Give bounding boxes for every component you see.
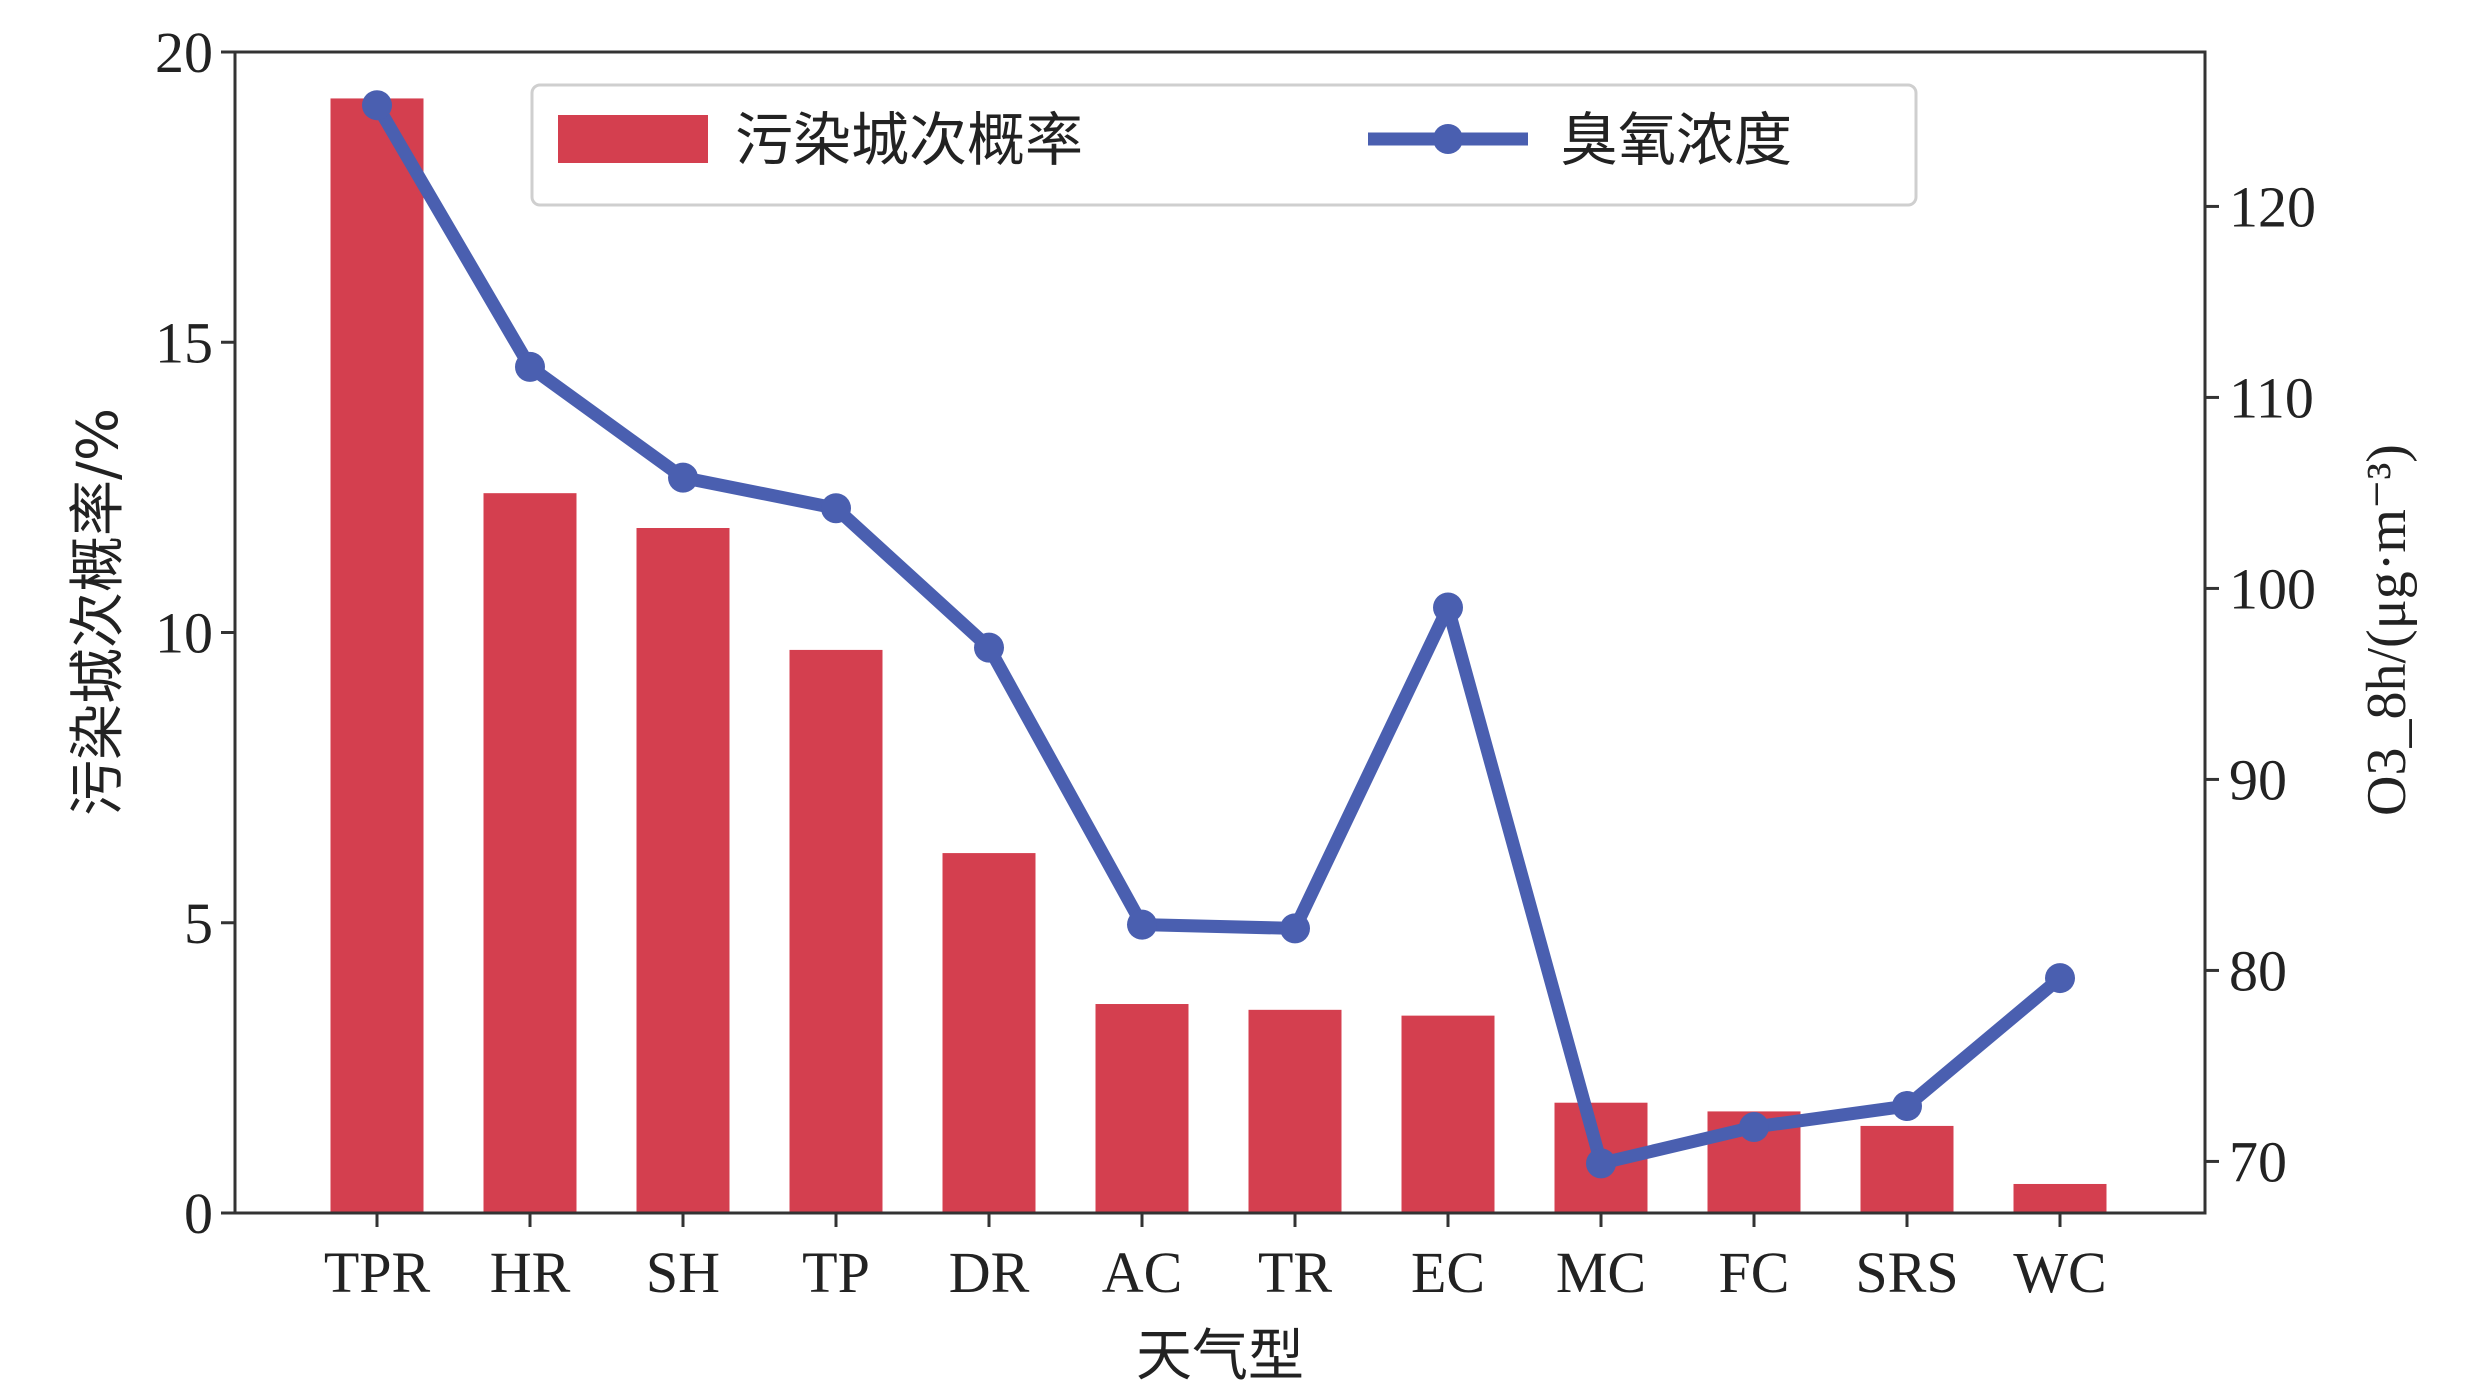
legend-bar-swatch (558, 115, 708, 163)
x-tick-label-ec: EC (1411, 1240, 1485, 1305)
legend: 污染城次概率 臭氧浓度 (530, 83, 1918, 207)
y-right-axis-title: O3_8h/(μg·m⁻³) (2356, 444, 2418, 816)
right-tick-label: 110 (2229, 365, 2314, 430)
bar-ac (1095, 1004, 1189, 1213)
x-axis: TPR HR SH TP DR AC TR EC MC FC SRS WC (324, 1213, 2107, 1305)
x-tick-label-sh: SH (646, 1240, 720, 1305)
left-tick-label: 15 (155, 310, 213, 375)
legend-bar-label: 污染城次概率 (735, 106, 1083, 174)
ozone-point-sh (668, 462, 698, 493)
x-tick-label-wc: WC (2013, 1240, 2106, 1305)
x-tick-label-mc: MC (1556, 1240, 1646, 1305)
bar-hr (483, 493, 577, 1213)
x-axis-title: 天气型 (1136, 1324, 1304, 1384)
left-tick-label: 10 (155, 601, 213, 666)
line-layer (362, 90, 2075, 1179)
ozone-line (371, 101, 2065, 1170)
x-tick-label-tpr: TPR (324, 1240, 431, 1305)
bar-tr (1248, 1009, 1342, 1213)
right-tick-label: 70 (2229, 1129, 2287, 1194)
left-tick-label: 20 (155, 20, 213, 85)
bar-sh (636, 528, 730, 1213)
ozone-point-hr (515, 351, 545, 382)
legend-line-marker (1433, 124, 1463, 154)
right-tick-label: 90 (2229, 747, 2287, 812)
ozone-point-srs (1892, 1091, 1922, 1122)
left-axis: 0 5 10 15 20 (155, 20, 235, 1246)
legend-line-label: 臭氧浓度 (1560, 106, 1792, 174)
ozone-point-tp (821, 493, 851, 524)
ozone-point-fc (1739, 1112, 1769, 1143)
x-tick-label-hr: HR (490, 1240, 571, 1305)
ozone-point-dr (974, 632, 1004, 663)
right-tick-label: 120 (2229, 174, 2316, 239)
legend-box (530, 83, 1918, 207)
bar-dr (942, 853, 1036, 1213)
x-tick-label-fc: FC (1719, 1240, 1790, 1305)
x-tick-label-tr: TR (1258, 1240, 1332, 1305)
right-tick-label: 100 (2229, 556, 2316, 621)
x-tick-label-ac: AC (1102, 1240, 1183, 1305)
right-axis: 70 80 90 100 110 120 (2205, 174, 2316, 1194)
x-tick-label-dr: DR (949, 1240, 1030, 1305)
y-left-axis-title: 污染城次概率/% (66, 408, 131, 816)
ozone-point-wc (2045, 963, 2075, 994)
right-tick-label: 80 (2229, 938, 2287, 1003)
left-tick-label: 5 (184, 891, 213, 956)
bar-tp (789, 649, 883, 1213)
bar-wc (2013, 1183, 2107, 1213)
ozone-point-ec (1433, 592, 1463, 623)
ozone-point-ac (1127, 909, 1157, 940)
bars-layer (330, 98, 2107, 1214)
bar-tpr (330, 98, 424, 1214)
ozone-point-mc (1586, 1148, 1616, 1179)
left-tick-label: 0 (184, 1181, 213, 1246)
x-tick-label-tp: TP (802, 1240, 870, 1305)
x-tick-label-srs: SRS (1855, 1240, 1958, 1305)
ozone-point-tpr (362, 90, 392, 121)
ozone-point-tr (1280, 913, 1310, 944)
bar-ec (1401, 1015, 1495, 1213)
bar-srs (1860, 1125, 1954, 1213)
